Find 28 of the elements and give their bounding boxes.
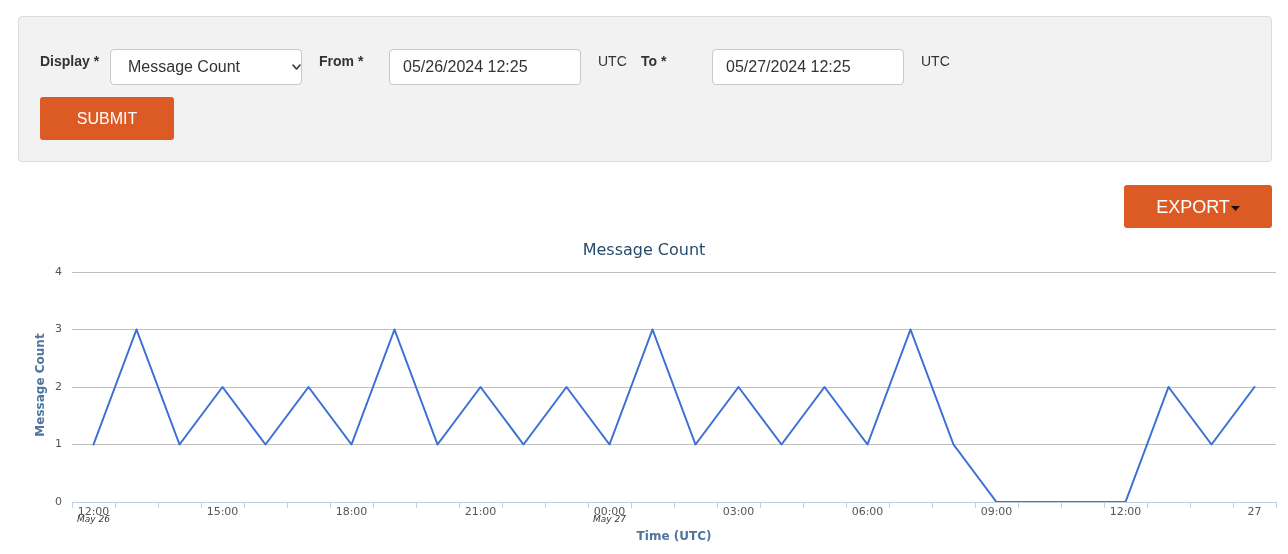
text: To * — [641, 53, 667, 69]
text-field: 05/27/2024 12:25 — [712, 49, 904, 85]
text: From * — [319, 53, 364, 69]
y-tick-label: 4 — [55, 264, 62, 278]
x-tick-label: 18:00 — [335, 505, 368, 518]
text: Display * — [40, 53, 100, 69]
x-tick-label: 27 — [1247, 505, 1262, 518]
x-axis-title: Time (UTC) — [636, 529, 712, 543]
text: EXPORT — [1156, 196, 1230, 217]
y-axis-title: Message Count — [33, 333, 48, 437]
x-tick-label: 12:00 — [1109, 505, 1142, 518]
y-tick-label: 3 — [55, 322, 62, 336]
dropdown-field: Message Count — [110, 49, 302, 85]
x-tick-label: 12:00 May 26 — [77, 505, 111, 524]
text: UTC — [598, 53, 627, 69]
x-tick-label: 21:00 — [464, 505, 497, 518]
y-tick-label: 2 — [55, 379, 62, 393]
chart-title: Message Count — [582, 240, 706, 259]
y-tick-label: 0 — [55, 494, 62, 508]
text: UTC — [921, 53, 950, 69]
x-tick-label: 15:00 — [206, 505, 239, 518]
x-tick-label: 00:00 May 27 — [593, 505, 627, 524]
y-tick-label: 1 — [55, 437, 62, 451]
x-tick-label: 06:00 — [851, 505, 884, 518]
text: SUBMIT — [76, 109, 138, 128]
x-tick-label: 03:00 — [722, 505, 755, 518]
x-tick-label: 09:00 — [980, 505, 1013, 518]
text-field: 05/26/2024 12:25 — [389, 49, 581, 85]
